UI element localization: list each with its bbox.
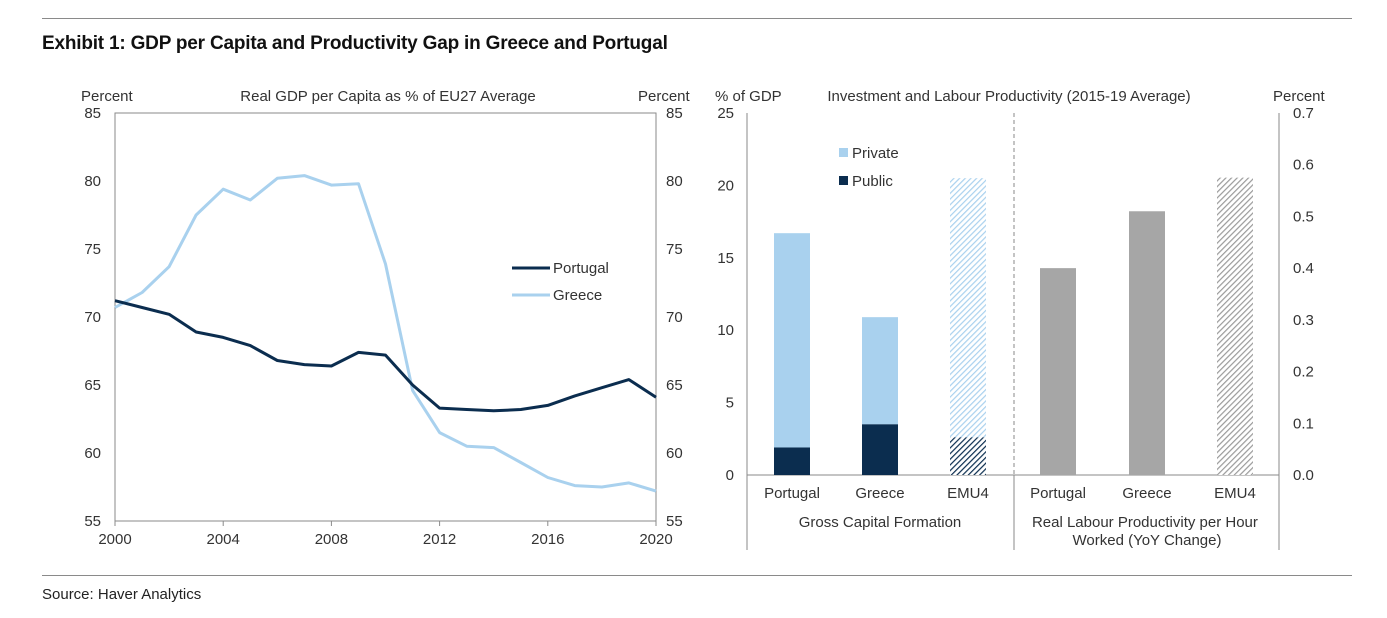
investment-chart-title: Investment and Labour Productivity (2015… [827, 88, 1190, 105]
gdp-line-greece [114, 174, 657, 493]
investment-bars [774, 178, 986, 475]
gdp-left-tick-label: 55 [84, 513, 101, 530]
investment-category-label: Greece [855, 485, 904, 502]
gross-capital-formation-label: Gross Capital Formation [799, 514, 962, 531]
gdp-x-tick-label: 2016 [531, 531, 564, 548]
bar-productivity-greece [1129, 211, 1165, 475]
investment-category-label: EMU4 [947, 485, 989, 502]
investment-category-labels: Portugal Greece EMU4 [764, 485, 989, 502]
gdp-left-tick-label: 65 [84, 377, 101, 394]
productivity-group-label: Real Labour Productivity per Hour Worked… [1032, 514, 1262, 549]
productivity-tick-label: 0.2 [1293, 364, 1314, 381]
productivity-category-label: EMU4 [1214, 485, 1256, 502]
gdp-plot-frame [114, 112, 657, 522]
investment-axis-label: % of GDP [715, 88, 782, 105]
legend-greece-label: Greece [553, 287, 602, 304]
productivity-tick-label: 0.5 [1293, 208, 1314, 225]
investment-legend: Private Public [839, 145, 899, 190]
gdp-right-tick-label: 70 [666, 309, 683, 326]
gdp-right-y-ticks: 85 80 75 70 65 60 55 [666, 105, 683, 530]
productivity-bars [1040, 177, 1253, 475]
investment-tick-label: 10 [717, 322, 734, 339]
productivity-category-label: Greece [1122, 485, 1171, 502]
exhibit-title: Exhibit 1: GDP per Capita and Productivi… [42, 33, 668, 54]
gdp-left-tick-label: 70 [84, 309, 101, 326]
legend-public-swatch [839, 176, 848, 185]
gdp-legend: Portugal Greece [512, 260, 609, 304]
bottom-rule [42, 575, 1352, 576]
bar-productivity-portugal [1040, 268, 1076, 475]
productivity-tick-label: 0.0 [1293, 467, 1314, 484]
gdp-x-tick-label: 2008 [315, 531, 348, 548]
gdp-left-tick-label: 75 [84, 241, 101, 258]
productivity-tick-label: 0.3 [1293, 312, 1314, 329]
gdp-x-tick-label: 2020 [639, 531, 672, 548]
productivity-axis-label: Percent [1273, 88, 1326, 105]
productivity-group-label-line1: Real Labour Productivity per Hour [1032, 514, 1258, 531]
gdp-left-y-ticks: 85 80 75 70 65 60 55 [84, 105, 101, 530]
gdp-right-tick-label: 60 [666, 445, 683, 462]
gdp-right-axis-label: Percent [638, 88, 691, 105]
productivity-category-labels: Portugal Greece EMU4 [1030, 485, 1256, 502]
gdp-left-tick-label: 80 [84, 173, 101, 190]
bar-private-emu4 [950, 178, 986, 438]
gdp-x-tick-label: 2004 [207, 531, 240, 548]
gdp-x-tick-label: 2000 [98, 531, 131, 548]
gdp-line-portugal [114, 299, 657, 413]
productivity-tick-label: 0.7 [1293, 105, 1314, 122]
investment-tick-label: 20 [717, 177, 734, 194]
gdp-right-tick-label: 75 [666, 241, 683, 258]
bar-productivity-emu4 [1217, 177, 1253, 475]
gdp-left-tick-label: 60 [84, 445, 101, 462]
investment-productivity-chart: % of GDP Investment and Labour Productiv… [715, 88, 1326, 550]
productivity-tick-label: 0.1 [1293, 415, 1314, 432]
investment-tick-label: 0 [726, 467, 734, 484]
productivity-group-label-line2: Worked (YoY Change) [1073, 532, 1222, 549]
investment-category-label: Portugal [764, 485, 820, 502]
gdp-right-tick-label: 55 [666, 513, 683, 530]
productivity-tick-label: 0.4 [1293, 260, 1314, 277]
bar-private-greece [862, 317, 898, 425]
gdp-x-ticks: 2000 2004 2008 2012 2016 2020 [98, 521, 673, 548]
bar-public-emu4 [950, 437, 986, 475]
bar-public-portugal [774, 447, 810, 475]
investment-tick-label: 25 [717, 105, 734, 122]
source-note: Source: Haver Analytics [42, 586, 202, 603]
gdp-line-chart: Percent Real GDP per Capita as % of EU27… [81, 88, 691, 548]
top-rule [42, 18, 1352, 19]
productivity-category-label: Portugal [1030, 485, 1086, 502]
gdp-x-tick-label: 2012 [423, 531, 456, 548]
gdp-right-tick-label: 65 [666, 377, 683, 394]
investment-y-ticks: 25 20 15 10 5 0 [717, 105, 734, 484]
legend-private-label: Private [852, 145, 899, 162]
productivity-tick-label: 0.6 [1293, 157, 1314, 174]
bar-public-greece [862, 424, 898, 475]
gdp-chart-title: Real GDP per Capita as % of EU27 Average [240, 88, 535, 105]
legend-portugal-label: Portugal [553, 260, 609, 277]
investment-tick-label: 15 [717, 250, 734, 267]
gdp-right-tick-label: 80 [666, 173, 683, 190]
gdp-left-axis-label: Percent [81, 88, 134, 105]
bar-private-portugal [774, 233, 810, 448]
productivity-y-ticks: 0.7 0.6 0.5 0.4 0.3 0.2 0.1 0.0 [1293, 105, 1314, 484]
legend-private-swatch [839, 148, 848, 157]
legend-public-label: Public [852, 173, 893, 190]
gdp-right-tick-label: 85 [666, 105, 683, 122]
gdp-series-lines [114, 174, 657, 493]
investment-tick-label: 5 [726, 395, 734, 412]
gdp-left-tick-label: 85 [84, 105, 101, 122]
